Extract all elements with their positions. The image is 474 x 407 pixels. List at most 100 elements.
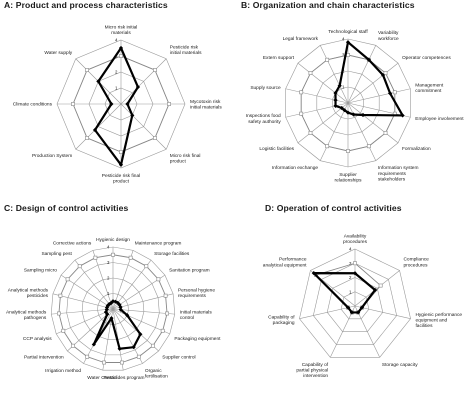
spoke <box>347 102 377 161</box>
panel-title: C: Design of control activities <box>4 203 129 213</box>
panel-title: B: Organization and chain characteristic… <box>241 0 415 10</box>
axis-label: Performance analytical equipment <box>263 257 307 269</box>
series-line <box>334 41 404 117</box>
data-point <box>400 113 405 118</box>
data-point <box>388 91 393 96</box>
grid-ring <box>299 248 411 358</box>
axis-label: Information exchange <box>272 165 318 171</box>
axis-label: Capability of packaging <box>268 315 295 327</box>
data-point <box>163 293 168 298</box>
spoke <box>299 305 356 319</box>
data-point <box>346 149 350 153</box>
axis-label: Initial materials control <box>180 309 213 321</box>
panel-product-process: A: Product and process characteristics 1… <box>0 0 237 203</box>
axis-label: Sampling pest <box>41 251 72 257</box>
panel-organization-chain: B: Organization and chain characteristic… <box>237 0 474 203</box>
tick-label: 4 <box>342 37 345 42</box>
data-point <box>342 108 347 113</box>
tick-label: 1 <box>107 291 110 296</box>
spoke <box>347 88 411 104</box>
spoke <box>285 88 349 104</box>
spoke <box>354 270 400 307</box>
tick-label: 2 <box>115 70 118 75</box>
data-point <box>136 354 141 359</box>
data-point <box>120 360 124 365</box>
grid-ring <box>81 277 145 340</box>
data-point <box>325 144 330 149</box>
data-point <box>118 45 124 51</box>
tick-label: 1 <box>342 85 345 90</box>
spoke <box>112 308 159 352</box>
spoke <box>56 308 114 335</box>
data-point <box>351 112 356 117</box>
axis-label: Information system requirements stakeholde… <box>378 165 419 182</box>
data-point <box>108 301 114 306</box>
spoke <box>112 293 174 310</box>
data-point <box>85 136 89 140</box>
spoke <box>347 62 399 104</box>
data-point <box>308 71 313 75</box>
spoke <box>347 102 399 144</box>
series-line <box>312 272 377 314</box>
axis-label: Hygienic design <box>96 237 130 243</box>
data-point <box>93 255 98 260</box>
spoke <box>297 102 349 144</box>
axis-label: Management commitment <box>415 82 444 94</box>
data-point <box>109 101 114 107</box>
axis-label: Water Control <box>87 375 116 381</box>
data-point <box>325 57 330 62</box>
data-point <box>110 299 116 304</box>
axis-label: Variability workforce <box>378 30 399 42</box>
axis-label: Micro risk initial materials <box>105 24 138 36</box>
data-point <box>144 264 149 269</box>
axis-label: Sampling micro <box>24 267 57 273</box>
spoke <box>74 259 114 310</box>
data-point <box>378 283 383 288</box>
data-point <box>156 277 161 282</box>
spoke <box>51 308 114 315</box>
data-point <box>345 110 351 115</box>
axis-label: Logistic facilities <box>259 146 294 152</box>
data-point <box>111 252 115 257</box>
data-point <box>151 343 155 348</box>
data-point <box>85 68 89 72</box>
data-point <box>119 150 123 154</box>
radar-chart-design-control: 1 2 3 4 Hygienic design Maintenance program St… <box>6 237 221 381</box>
tick-label: 1 <box>115 86 118 91</box>
spoke <box>112 308 143 364</box>
spoke <box>319 102 349 161</box>
data-point <box>299 111 304 116</box>
axis-label: Mycotoxin risk initial materials <box>190 99 222 111</box>
data-point <box>115 300 120 305</box>
axis-label: Irrigation method <box>45 368 81 374</box>
tick-label: 3 <box>349 261 352 266</box>
axis-label: Partial intervention <box>24 354 64 360</box>
data-point <box>125 101 130 107</box>
axis-label: Climate conditions <box>13 102 53 108</box>
data-point <box>345 40 351 45</box>
data-point <box>96 79 101 84</box>
axis-label: Availability procedures <box>343 233 368 245</box>
data-point <box>118 162 124 167</box>
data-point <box>337 83 342 88</box>
data-point <box>153 68 157 72</box>
data-point <box>153 136 157 140</box>
axis-label: Packaging equipment <box>174 336 221 342</box>
axis-label: Storage capacity <box>382 362 418 368</box>
axis-label: Personal hygiene requirements <box>178 287 215 299</box>
spoke <box>319 45 349 104</box>
axis-label: Technological staff <box>328 29 368 35</box>
spoke <box>354 305 381 358</box>
data-point <box>353 261 357 266</box>
axis-label: Employee involvement <box>415 116 464 122</box>
grid-ring <box>50 246 176 371</box>
data-point <box>102 360 106 365</box>
axis-label: Water supply <box>44 50 72 56</box>
data-point <box>333 98 338 103</box>
series-line <box>58 254 168 363</box>
tick-label: 1 <box>349 289 352 294</box>
spoke <box>297 62 349 104</box>
data-point <box>352 271 358 276</box>
